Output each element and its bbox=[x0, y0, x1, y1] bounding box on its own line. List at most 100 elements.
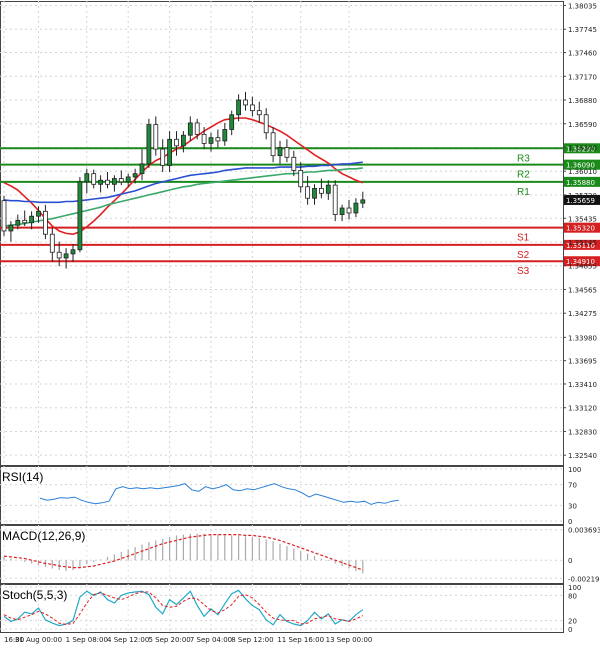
candle-bear bbox=[215, 137, 221, 142]
candle-bear bbox=[22, 219, 28, 224]
level-price-label: 1.34910 bbox=[566, 258, 595, 266]
price-tick-label: 1.36880 bbox=[568, 97, 597, 105]
indicator-tick-label: 80 bbox=[568, 592, 577, 600]
candle-bear bbox=[243, 99, 248, 106]
candle-bear bbox=[194, 122, 200, 135]
candle-bull bbox=[339, 207, 345, 215]
candle-bull bbox=[312, 188, 317, 199]
indicator-tick-label: -0.002194 bbox=[568, 575, 600, 583]
candlesticks bbox=[1, 91, 366, 269]
price-tick-label: 1.34565 bbox=[568, 286, 597, 294]
pane-frame-1 bbox=[0, 466, 564, 525]
price-tick-label: 1.34855 bbox=[568, 263, 597, 271]
price-tick-label: 1.33120 bbox=[568, 405, 597, 413]
price-tick-label: 1.37745 bbox=[568, 26, 597, 34]
level-tag-r3: R3 bbox=[517, 153, 530, 164]
indicator-label: MACD(12,26,9) bbox=[2, 529, 85, 543]
price-tick-label: 1.32830 bbox=[568, 428, 597, 436]
candle-bull bbox=[222, 129, 228, 142]
macd-pane: 0.003693 0 -0.002194 MACD(12,26,9) bbox=[0, 527, 600, 583]
level-price-label: 1.35880 bbox=[566, 179, 595, 187]
price-tick-label: 1.33695 bbox=[568, 358, 597, 366]
indicator-tick-label: 70 bbox=[568, 482, 577, 490]
candle-bear bbox=[318, 188, 324, 194]
candle-bull bbox=[146, 124, 152, 165]
level-price-label: 1.36290 bbox=[566, 145, 595, 153]
candle-bull bbox=[84, 173, 90, 183]
candle-bear bbox=[118, 178, 124, 183]
current-price-label: 1.35659 bbox=[566, 197, 595, 205]
time-tick-label: 11 Sep 16:00 bbox=[277, 636, 324, 644]
candle-bull bbox=[132, 173, 138, 178]
level-tag-s2: S2 bbox=[517, 250, 530, 261]
price-axis: 1.38035 1.37745 1.37460 1.37170 1.36880 1.365… bbox=[563, 3, 597, 460]
candle-bear bbox=[256, 110, 262, 116]
level-price-badge bbox=[564, 239, 600, 250]
candle-bear bbox=[91, 173, 97, 185]
level-tag-r2: R2 bbox=[517, 170, 530, 181]
grid-lines bbox=[0, 1, 563, 632]
candle-bull bbox=[139, 163, 145, 175]
candle-bear bbox=[263, 114, 269, 134]
indicator-tick-label: 100 bbox=[568, 584, 581, 592]
pane-frames bbox=[0, 1, 564, 633]
candle-bear bbox=[305, 186, 311, 199]
candle-bull bbox=[36, 210, 41, 217]
candle-bear bbox=[291, 156, 297, 171]
price-tick-label: 1.37460 bbox=[568, 50, 597, 58]
indicator-tick-label: 0 bbox=[568, 518, 572, 526]
price-tick-label: 1.35145 bbox=[568, 239, 597, 247]
price-tick-label: 1.33980 bbox=[568, 334, 597, 342]
candle-bear bbox=[284, 147, 290, 158]
candle-bear bbox=[49, 233, 55, 253]
level-price-badge bbox=[564, 256, 600, 267]
candle-bull bbox=[167, 138, 173, 166]
candle-bear bbox=[174, 138, 179, 147]
pane-frame-0 bbox=[0, 1, 564, 466]
candle-bull bbox=[98, 179, 103, 185]
level-price-badge bbox=[564, 143, 600, 154]
time-tick-label: 7 Sep 04:00 bbox=[190, 636, 232, 644]
price-tick-label: 1.35435 bbox=[568, 215, 597, 223]
candle-bear bbox=[43, 210, 48, 235]
price-tick-label: 1.37170 bbox=[568, 73, 597, 81]
pane-frame-3 bbox=[0, 584, 564, 633]
current-price-badge bbox=[564, 194, 600, 205]
candle-bull bbox=[63, 253, 69, 259]
price-tick-label: 1.34275 bbox=[568, 310, 597, 318]
candle-bear bbox=[298, 169, 304, 188]
rsi-line bbox=[39, 483, 399, 505]
time-tick-label: 8 Sep 12:00 bbox=[231, 636, 273, 644]
time-tick-label: 13 Sep 00:00 bbox=[326, 636, 373, 644]
price-tick-label: 1.32540 bbox=[568, 452, 597, 460]
candle-bull bbox=[208, 137, 214, 144]
time-tick-label: 5 Sep 20:00 bbox=[148, 636, 190, 644]
candle-bull bbox=[15, 219, 21, 226]
level-price-label: 1.35320 bbox=[566, 225, 595, 233]
indicator-tick-label: 0.003693 bbox=[568, 527, 600, 535]
macd-signal-line bbox=[3, 534, 364, 571]
indicator-label: RSI(14) bbox=[2, 470, 43, 484]
pane-frame-2 bbox=[0, 525, 564, 584]
candle-bull bbox=[112, 178, 117, 185]
candle-bear bbox=[270, 132, 276, 157]
candle-bull bbox=[229, 114, 235, 130]
level-tag-s1: S1 bbox=[517, 233, 530, 244]
level-price-badge bbox=[564, 176, 600, 187]
moving-average-line-1 bbox=[3, 161, 363, 204]
indicator-tick-label: 20 bbox=[568, 618, 577, 626]
candle-bull bbox=[8, 224, 14, 232]
candle-bull bbox=[77, 181, 83, 251]
candle-bear bbox=[346, 207, 352, 214]
level-price-label: 1.36090 bbox=[566, 162, 595, 170]
candle-bear bbox=[249, 104, 255, 112]
candle-bull bbox=[180, 134, 186, 147]
level-price-label: 1.35110 bbox=[566, 242, 595, 250]
candle-bull bbox=[277, 147, 283, 157]
candle-bull bbox=[187, 122, 193, 136]
level-price-badge bbox=[564, 159, 600, 170]
candle-bear bbox=[105, 179, 110, 185]
